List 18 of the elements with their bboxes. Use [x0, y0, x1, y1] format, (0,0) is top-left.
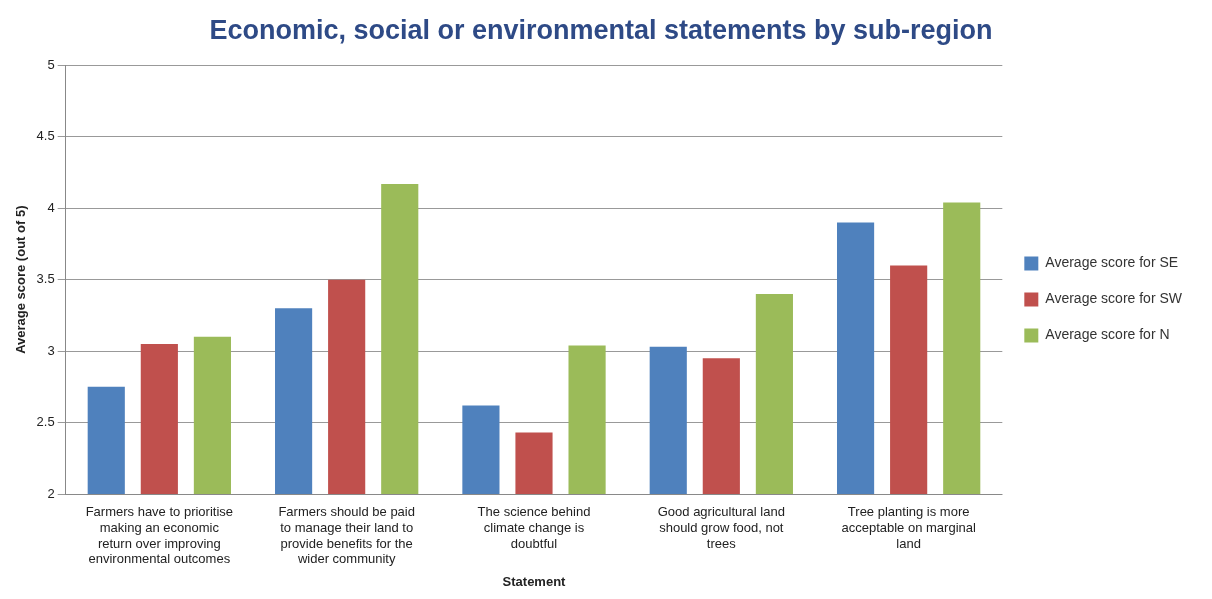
- x-axis-title: Statement: [502, 573, 567, 589]
- y-tick-label: 3: [47, 342, 55, 358]
- legend-label: Average score for SE: [1045, 254, 1179, 271]
- x-tick-label: Tree planting is more acceptable on marginal land: [841, 504, 976, 551]
- y-tick-label: 2.5: [36, 414, 55, 430]
- legend-label: Average score for N: [1045, 326, 1170, 343]
- x-tick-label: Farmers have to prioritise making an economic return over improving environmental outcomes: [85, 504, 234, 567]
- y-tick-label: 4.5: [36, 128, 55, 144]
- y-tick-label: 2: [47, 485, 55, 501]
- legend-label: Average score for SW: [1045, 290, 1183, 307]
- x-tick-label: The science behind climate change is doubtful: [477, 504, 591, 551]
- x-tick-label: Farmers should be paid to manage their land to provide benefits for the wider community: [278, 504, 415, 567]
- y-tick-label: 5: [47, 56, 55, 72]
- y-tick-label: 3.5: [36, 271, 55, 287]
- y-tick-label: 4: [47, 199, 55, 215]
- y-axis-title: Average score (out of 5): [13, 205, 29, 354]
- chart-title: Economic, social or environmental statements by sub-region: [209, 14, 993, 45]
- x-tick-label: Good agricultural land should grow food, not trees: [657, 504, 785, 551]
